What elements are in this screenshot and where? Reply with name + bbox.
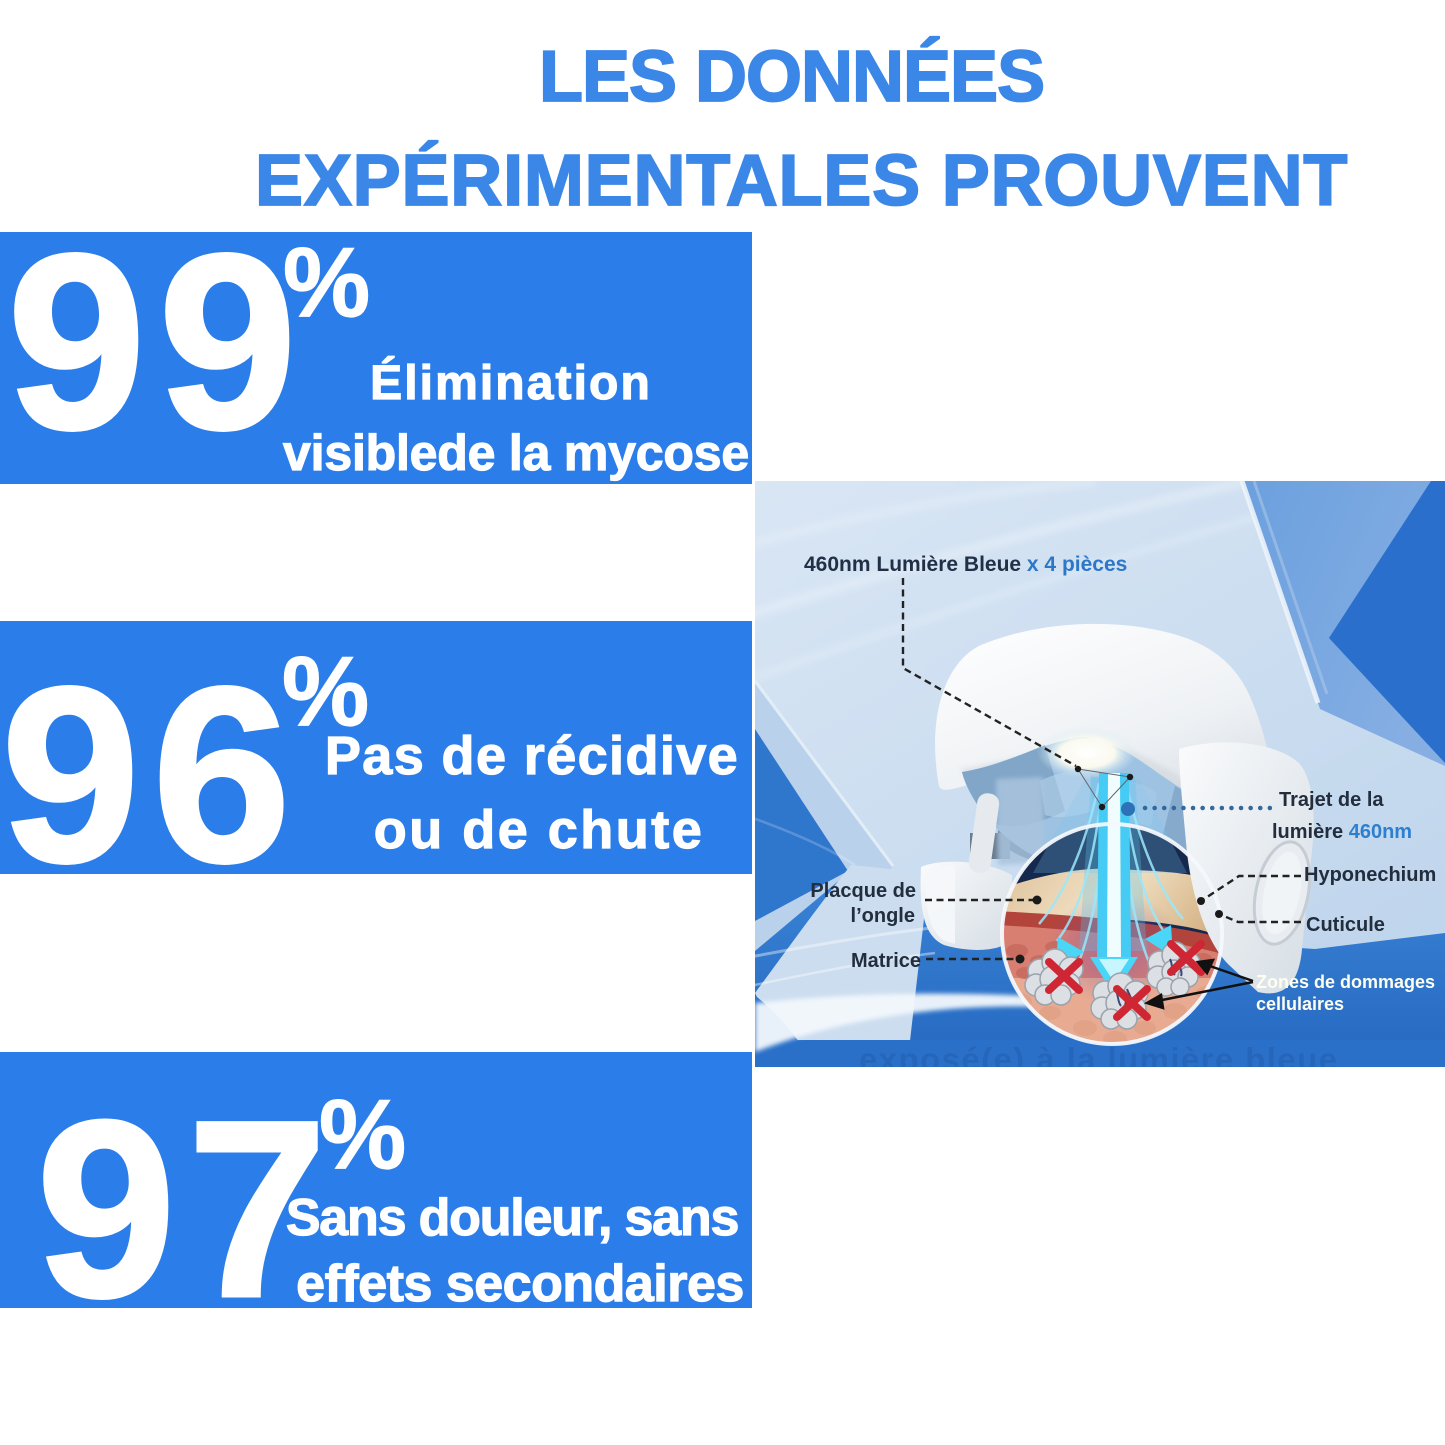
svg-text:cellulaires: cellulaires xyxy=(1256,994,1344,1014)
svg-text:Trajet de la: Trajet de la xyxy=(1279,789,1384,811)
svg-text:460nm Lumière Bleue x 4 pièces: 460nm Lumière Bleue x 4 pièces xyxy=(804,553,1127,576)
svg-text:Placque de: Placque de xyxy=(810,880,916,902)
svg-text:Zones de dommages: Zones de dommages xyxy=(1256,972,1435,992)
svg-text:Hyponechium: Hyponechium xyxy=(1304,864,1436,886)
svg-text:l’ongle: l’ongle xyxy=(851,905,915,927)
svg-text:exposé(e) à la lumière bleue: exposé(e) à la lumière bleue xyxy=(859,1041,1337,1067)
svg-text:Cuticule: Cuticule xyxy=(1306,914,1385,936)
svg-text:lumière 460nm: lumière 460nm xyxy=(1272,821,1412,843)
svg-text:Matrice: Matrice xyxy=(851,950,921,972)
